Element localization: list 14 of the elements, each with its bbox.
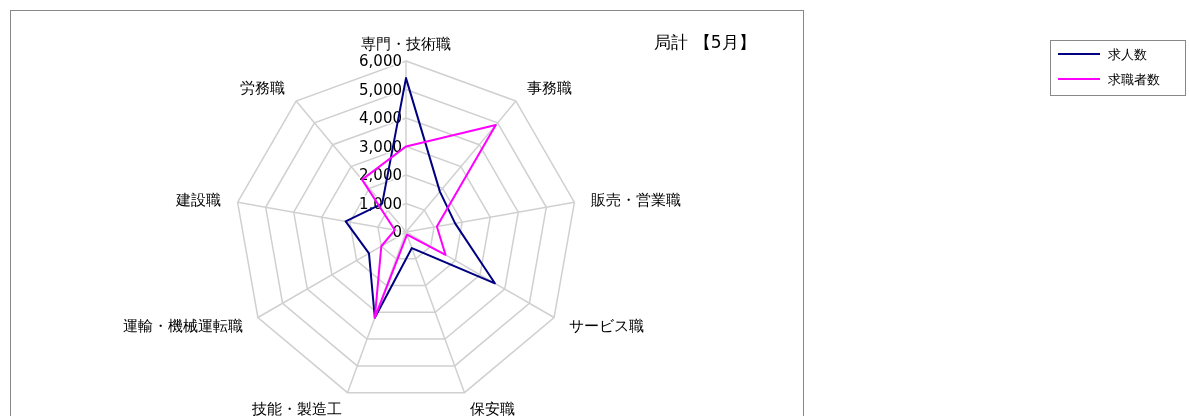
spoke-label: 専門・技術職	[361, 35, 451, 54]
spoke-label: 保安職	[470, 400, 516, 416]
spoke-label: サービス職	[568, 317, 644, 336]
spoke-label: 運輸・機械運転職	[123, 317, 244, 336]
legend-label: 求職者数	[1108, 71, 1160, 87]
legend-label: 求人数	[1108, 46, 1147, 62]
spoke-label: 事務職	[526, 79, 572, 98]
y-tick-label: 6,000	[359, 52, 402, 71]
y-tick-label: 5,000	[359, 80, 402, 99]
spoke-label: 販売・営業職	[591, 190, 682, 209]
spoke-label: 技能・製造工	[250, 400, 342, 416]
spoke-label: 建設職	[174, 190, 221, 209]
chart-title: 局計 【5月】	[654, 31, 756, 52]
spoke-label: 労務職	[240, 79, 286, 98]
